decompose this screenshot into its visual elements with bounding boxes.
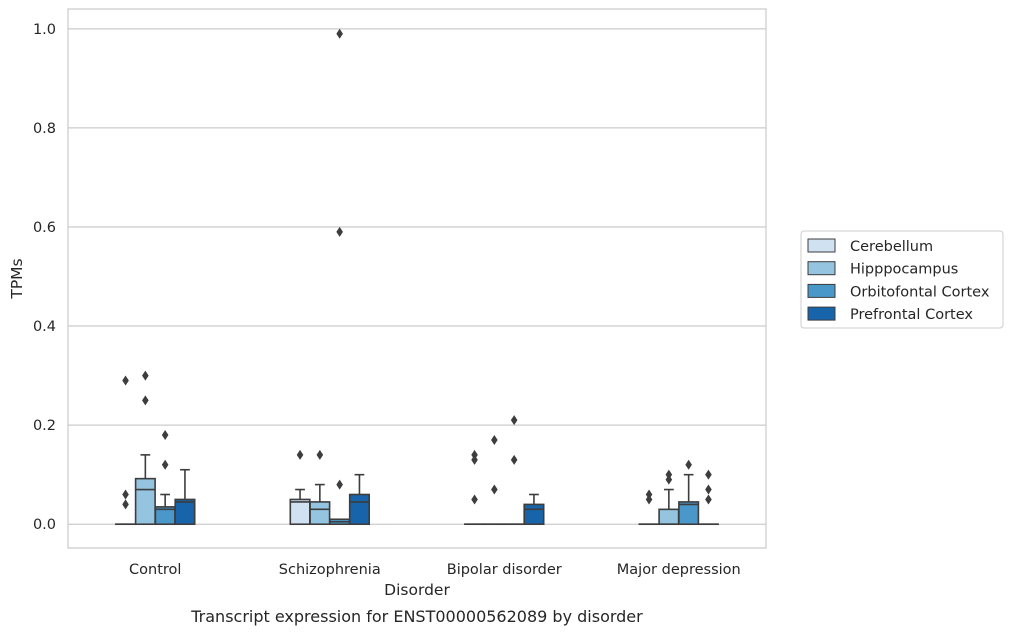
y-tick-label: 0.6 — [33, 220, 56, 236]
legend-frame — [800, 230, 1004, 329]
y-tick-label: 1.0 — [33, 22, 56, 38]
legend-label: Prefrontal Cortex — [850, 307, 973, 323]
box — [523, 493, 545, 526]
box-body — [678, 501, 700, 526]
legend-item: Cerebellum — [807, 238, 933, 255]
figure-caption: Transcript expression for ENST0000056208… — [190, 607, 643, 626]
box — [174, 468, 196, 526]
legend-item: Orbitofontal Cortex — [807, 283, 990, 300]
legend-label: Orbitofontal Cortex — [850, 284, 990, 300]
outlier-point — [705, 494, 712, 505]
legend: Cerebellum Hipppocampus Orbitofontal Corte… — [800, 230, 1004, 329]
outlier-point — [665, 474, 673, 485]
box — [483, 435, 505, 526]
y-tick-label: 0.2 — [33, 418, 56, 434]
box-body — [523, 503, 545, 526]
box — [503, 415, 525, 526]
outlier-point — [491, 484, 498, 495]
series-prefrontal-cortex — [174, 468, 720, 526]
outlier-point — [142, 370, 149, 381]
outlier-point — [491, 435, 498, 446]
outlier-point — [316, 449, 324, 460]
y-gridlines — [68, 28, 766, 525]
plot-frame — [67, 8, 767, 549]
outlier-point — [336, 28, 343, 39]
outlier-point — [510, 454, 518, 465]
box — [115, 375, 137, 526]
box — [134, 370, 156, 526]
outlier-point — [142, 395, 149, 406]
y-tick-label: 0.8 — [33, 121, 56, 137]
legend-label: Cerebellum — [850, 239, 933, 255]
outlier-point — [471, 454, 478, 465]
outlier-point — [705, 469, 712, 480]
series-orbitofontal-cortex — [154, 28, 700, 526]
box — [638, 489, 660, 526]
outlier-point — [122, 489, 129, 500]
outlier-point — [336, 226, 343, 237]
box — [678, 459, 700, 526]
box — [154, 430, 176, 526]
x-tick-label: Bipolar disorder — [447, 562, 562, 578]
outlier-point — [161, 430, 169, 441]
outlier-point — [122, 499, 129, 510]
legend-swatch — [807, 261, 836, 276]
x-tick-label: Control — [129, 562, 181, 578]
outlier-point — [705, 484, 712, 495]
x-axis-ticks: Control Schizophrenia Bipolar disorder Majo… — [129, 562, 741, 578]
box — [309, 449, 331, 526]
legend-label: Hipppocampus — [850, 262, 958, 278]
box — [348, 473, 371, 526]
box — [463, 449, 486, 526]
outlier-point — [122, 375, 129, 386]
series-hipppocampus — [134, 370, 680, 526]
y-tick-label: 0.4 — [33, 319, 56, 335]
box-body — [289, 498, 311, 526]
outlier-point — [336, 479, 343, 490]
series-cerebellum — [115, 375, 660, 526]
outlier-point — [685, 459, 692, 470]
box-body — [174, 498, 196, 526]
legend-swatch — [807, 306, 836, 321]
outlier-point — [161, 459, 169, 470]
legend-swatch — [807, 283, 836, 298]
box — [329, 28, 351, 526]
box — [697, 469, 720, 526]
box-body — [309, 501, 331, 526]
y-axis-label: TPMs — [8, 258, 26, 299]
box-body — [348, 493, 371, 526]
outlier-point — [510, 415, 518, 426]
outlier-point — [645, 494, 653, 505]
outlier-point — [296, 449, 304, 460]
legend-item: Prefrontal Cortex — [807, 306, 973, 323]
y-tick-label: 0.0 — [33, 517, 56, 533]
box — [289, 449, 311, 526]
x-tick-label: Schizophrenia — [279, 562, 381, 578]
box-body — [658, 508, 680, 526]
legend-swatch — [807, 238, 836, 253]
box-body — [134, 477, 156, 526]
outlier-point — [471, 494, 478, 505]
legend-item: Hipppocampus — [807, 261, 958, 278]
x-axis-label: Disorder — [384, 581, 450, 599]
x-tick-label: Major depression — [617, 562, 741, 578]
box — [658, 469, 680, 526]
y-axis-ticks: 0.0 0.2 0.4 0.6 0.8 1.0 — [33, 22, 56, 533]
box-plot-series — [115, 28, 720, 526]
